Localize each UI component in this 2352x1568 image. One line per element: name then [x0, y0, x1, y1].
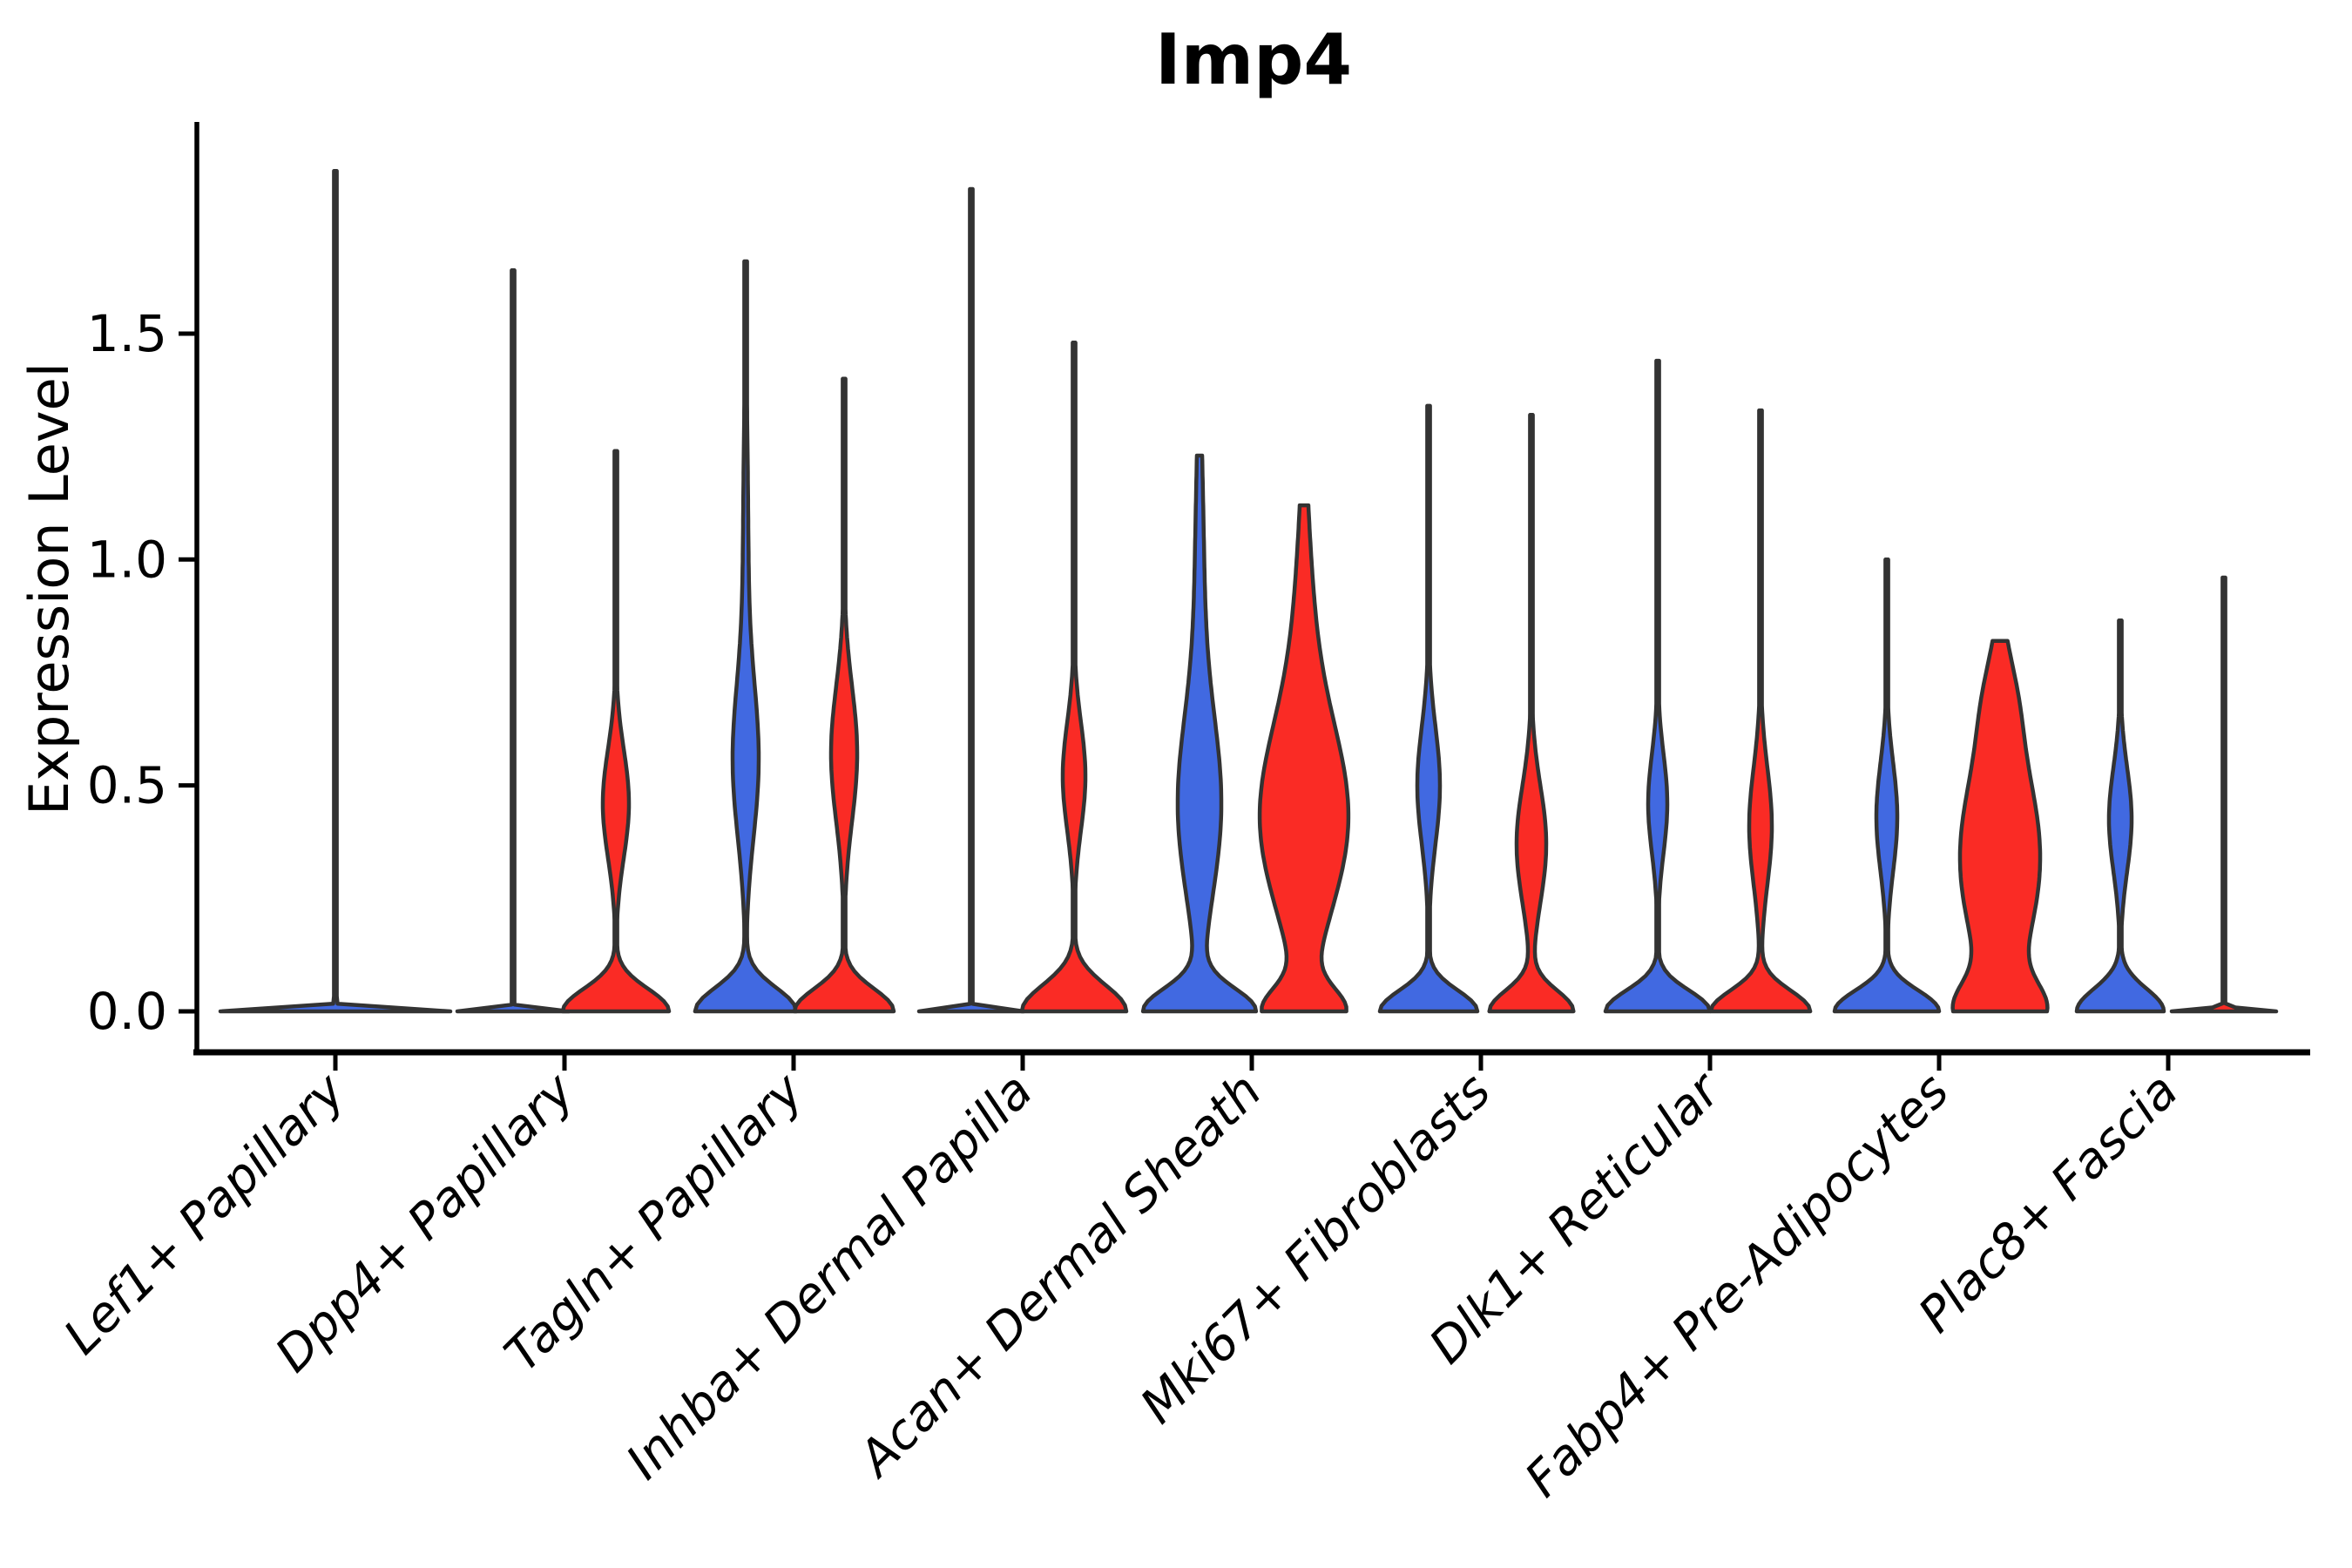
y-tick-label: 0.0 — [87, 982, 167, 1041]
violin-inhba-blue — [916, 186, 1026, 1014]
violin-dlk1-red — [1708, 408, 1813, 1014]
x-tick-label-4: Inhba+ Dermal Papilla — [616, 1063, 1044, 1490]
violins-layer — [218, 168, 2279, 1014]
violin-acan-red — [1257, 503, 1351, 1014]
y-tick-label: 0.5 — [87, 756, 167, 815]
axes-layer — [193, 122, 2310, 1056]
x-tick-label-5: Acan+ Dermal Sheath — [847, 1063, 1273, 1489]
violin-dlk1-blue — [1603, 358, 1713, 1014]
y-axis-label: Expression Level — [17, 362, 81, 815]
violin-plac8-red — [2169, 575, 2279, 1014]
violin-plac8-blue — [2074, 618, 2166, 1014]
violin-fabp4-red — [1950, 639, 2050, 1014]
violin-dpp4-blue — [455, 268, 571, 1014]
violin-mki67-blue — [1377, 403, 1480, 1014]
y-ticks-layer: 0.0 0.5 1.0 1.5 — [87, 304, 197, 1041]
x-tick-label-8: Fabp4+ Pre-Adipocytes — [1515, 1063, 1960, 1508]
violin-lef1-blue — [218, 168, 453, 1014]
y-tick-label: 1.5 — [87, 304, 167, 363]
violin-mki67-red — [1487, 413, 1576, 1014]
violin-fabp4-blue — [1832, 558, 1942, 1014]
plot-title: Imp4 — [1155, 19, 1352, 100]
violin-tagln-blue — [693, 259, 799, 1014]
violin-acan-blue — [1140, 453, 1259, 1014]
violin-dpp4-red — [560, 449, 672, 1014]
violin-inhba-red — [1019, 341, 1129, 1014]
y-tick-label: 1.0 — [87, 530, 167, 589]
violin-tagln-red — [792, 376, 896, 1014]
